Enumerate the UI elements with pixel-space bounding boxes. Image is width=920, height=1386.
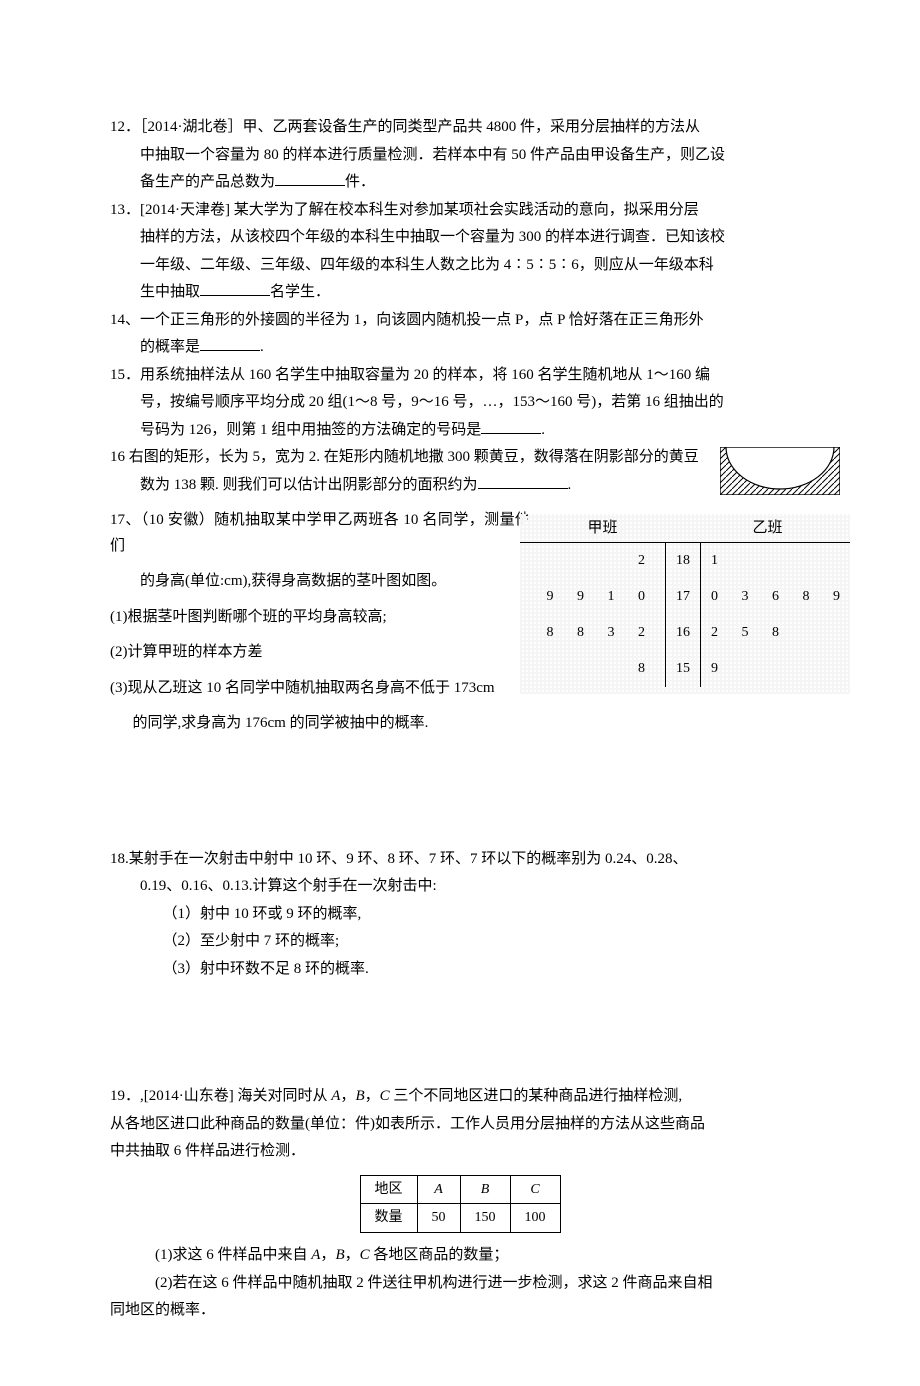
th-b: B [460, 1175, 510, 1204]
q16-line2: 数为 138 颗. 则我们可以估计出阴影部分的面积约为. [110, 473, 810, 499]
sl-right: 0 3 6 8 9 [701, 579, 850, 615]
sl-left: 8 8 3 2 [520, 615, 665, 651]
stem-leaf-title-left: 甲班 [520, 514, 685, 542]
td-a: 50 [417, 1204, 460, 1233]
sl-left: 2 [520, 543, 665, 579]
sl-right: 9 [701, 651, 850, 687]
q15-line3: 号码为 126，则第 1 组中用抽签的方法确定的号码是. [110, 418, 810, 444]
q15-blank[interactable] [481, 418, 541, 434]
q16-wrap: 16 右图的矩形，长为 5，宽为 2. 在矩形内随机地撒 300 颗黄豆，数得落… [110, 445, 810, 498]
q14-line2: 的概率是. [110, 335, 810, 361]
q13-line1: 13．[2014·天津卷] 某大学为了解在校本科生对参加某项社会实践活动的意向，… [110, 198, 810, 224]
q14-blank[interactable] [200, 335, 260, 351]
q16-line2a: 数为 138 颗. 则我们可以估计出阴影部分的面积约为 [140, 477, 478, 493]
sl-stem: 17 [665, 579, 701, 615]
q14-line1: 14、一个正三角形的外接圆的半径为 1，向该圆内随机投一点 P，点 P 恰好落在… [110, 308, 810, 334]
q13-line4a: 生中抽取 [140, 284, 200, 300]
stem-leaf-row: 8159 [520, 651, 850, 687]
sl-stem: 18 [665, 543, 701, 579]
q16-line2b: . [568, 477, 572, 493]
q17-p3a: (3)现从乙班这 10 名同学中随机抽取两名身高不低于 173cm [110, 676, 510, 702]
q18-s1: （1）射中 10 环或 9 环的概率, [110, 902, 810, 928]
th-c: C [510, 1175, 560, 1204]
sl-right: 1 [701, 543, 850, 579]
q15-line1: 15．用系统抽样法从 160 名学生中抽取容量为 20 的样本，将 160 名学… [110, 363, 810, 389]
q19-table: 地区 A B C 数量 50 150 100 [360, 1175, 561, 1234]
q19-line2: 从各地区进口此种商品的数量(单位：件)如表所示．工作人员用分层抽样的方法从这些商… [110, 1112, 810, 1138]
q13-line2: 抽样的方法，从该校四个年级的本科生中抽取一个容量为 300 的样本进行调查．已知… [110, 225, 810, 251]
q17-p3b: 的同学,求身高为 176cm 的同学被抽中的概率. [110, 711, 810, 737]
table-row: 数量 50 150 100 [360, 1204, 560, 1233]
sl-stem: 16 [665, 615, 701, 651]
sl-left: 8 [520, 651, 665, 687]
q19-line1: 19．,[2014·山东卷] 海关对同时从 A，B，C 三个不同地区进口的某种商… [110, 1084, 810, 1110]
stem-leaf-title-right: 乙班 [685, 514, 850, 542]
stem-leaf-row: 8 8 3 2162 5 8 [520, 615, 850, 651]
q18-line1: 18.某射手在一次射击中射中 10 环、9 环、8 环、7 环、7 环以下的概率… [110, 847, 810, 873]
stem-leaf-row: 2181 [520, 543, 850, 579]
th-region: 地区 [360, 1175, 417, 1204]
q16-figure [720, 447, 840, 497]
q12-line1: 12．［2014·湖北卷］甲、乙两套设备生产的同类型产品共 4800 件，采用分… [110, 115, 810, 141]
q19-line3: 中共抽取 6 件样品进行检测． [110, 1139, 810, 1165]
th-a: A [417, 1175, 460, 1204]
stem-leaf-plot: 甲班 乙班 21819 9 1 0170 3 6 8 98 8 3 2162 5… [520, 514, 850, 694]
q16-blank[interactable] [478, 473, 568, 489]
q18-line2: 0.19、0.16、0.13.计算这个射手在一次射击中: [110, 874, 810, 900]
q17-stem2: 的身高(单位:cm),获得身高数据的茎叶图如图。 [110, 569, 530, 595]
q14-line2b: . [260, 339, 264, 355]
q17-stem: 17、（10 安徽）随机抽取某中学甲乙两班各 10 名同学，测量他们 [110, 508, 530, 559]
q12-line3: 备生产的产品总数为 件． [110, 170, 810, 196]
q12-blank[interactable] [275, 170, 345, 186]
q15-line2: 号，按编号顺序平均分成 20 组(1～8 号，9～16 号，…，153～160 … [110, 390, 810, 416]
q17-wrap: 17、（10 安徽）随机抽取某中学甲乙两班各 10 名同学，测量他们 的身高(单… [110, 508, 810, 737]
td-b: 150 [460, 1204, 510, 1233]
q15-line3b: . [541, 422, 545, 438]
q15-line3a: 号码为 126，则第 1 组中用抽签的方法确定的号码是 [140, 422, 481, 438]
q16-line1: 16 右图的矩形，长为 5，宽为 2. 在矩形内随机地撒 300 颗黄豆，数得落… [110, 445, 810, 471]
q13-line3: 一年级、二年级、三年级、四年级的本科生人数之比为 4∶5∶5∶6，则应从一年级本… [110, 253, 810, 279]
q14-line2a: 的概率是 [140, 339, 200, 355]
stem-leaf-rows: 21819 9 1 0170 3 6 8 98 8 3 2162 5 88159 [520, 543, 850, 687]
sl-stem: 15 [665, 651, 701, 687]
stem-leaf-row: 9 9 1 0170 3 6 8 9 [520, 579, 850, 615]
sl-right: 2 5 8 [701, 615, 850, 651]
q13-line4: 生中抽取 名学生． [110, 280, 810, 306]
q18-s3: （3）射中环数不足 8 环的概率. [110, 957, 810, 983]
sl-left: 9 9 1 0 [520, 579, 665, 615]
q19-p1: (1)求这 6 件样品中来自 A，B，C 各地区商品的数量； [110, 1243, 810, 1269]
table-row: 地区 A B C [360, 1175, 560, 1204]
stem-leaf-header: 甲班 乙班 [520, 514, 850, 543]
q13-blank[interactable] [200, 280, 270, 296]
q12-line3b: 件． [345, 174, 375, 190]
q13-line4b: 名学生． [270, 284, 330, 300]
td-c: 100 [510, 1204, 560, 1233]
q18-s2: （2）至少射中 7 环的概率; [110, 929, 810, 955]
q12-line3a: 备生产的产品总数为 [140, 174, 275, 190]
td-label: 数量 [360, 1204, 417, 1233]
q12-line2: 中抽取一个容量为 80 的样本进行质量检测．若样本中有 50 件产品由甲设备生产… [110, 143, 810, 169]
q19-p2a: (2)若在这 6 件样品中随机抽取 2 件送往甲机构进行进一步检测，求这 2 件… [110, 1271, 810, 1297]
